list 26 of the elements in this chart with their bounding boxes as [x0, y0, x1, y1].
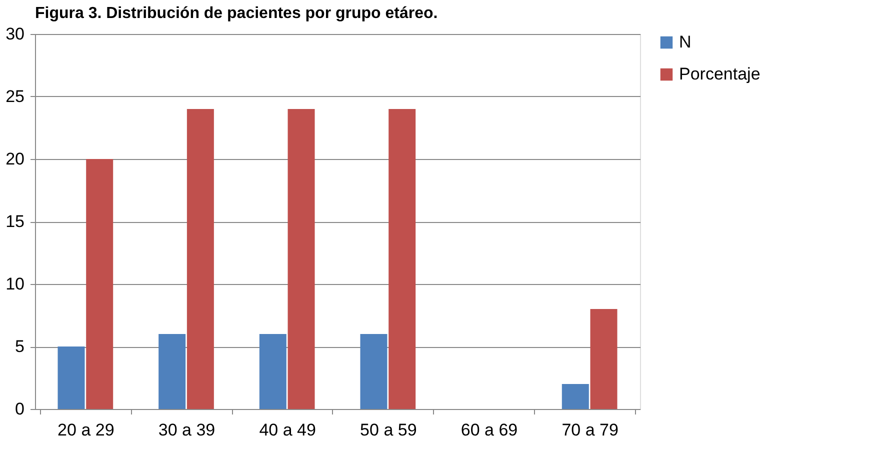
bar	[562, 384, 589, 409]
x-tick-label: 40 a 49	[259, 420, 316, 440]
legend-label: Porcentaje	[679, 64, 760, 84]
bar	[388, 109, 416, 409]
y-tick-label: 0	[15, 400, 24, 418]
bar	[86, 159, 114, 409]
y-tick-label: 15	[6, 212, 24, 231]
y-tick-label: 5	[15, 337, 24, 356]
y-tick-label: 10	[6, 274, 24, 294]
bar	[158, 334, 186, 409]
bar	[288, 109, 315, 409]
x-tick-label: 70 a 79	[562, 420, 618, 440]
legend-label: N	[679, 32, 692, 52]
bar	[186, 109, 214, 409]
bar	[259, 334, 286, 409]
x-tick-label: 30 a 39	[158, 420, 216, 440]
x-tick-label: 50 a 59	[360, 420, 417, 440]
x-tick-label: 60 a 69	[460, 420, 518, 440]
chart-title: Figura 3. Distribución de pacientes por grupo etáreo.	[35, 5, 438, 22]
y-tick-label: 20	[6, 150, 24, 168]
bar	[590, 309, 618, 409]
bar	[58, 346, 85, 409]
bar	[360, 334, 388, 409]
y-tick-label: 25	[6, 87, 24, 106]
x-tick-label: 20 a 29	[58, 420, 114, 440]
y-tick-label: 30	[6, 24, 24, 44]
